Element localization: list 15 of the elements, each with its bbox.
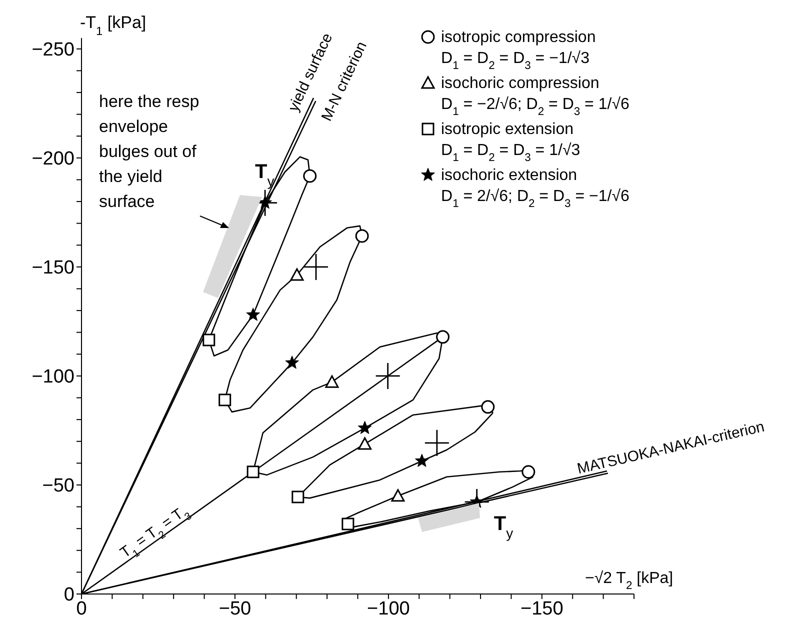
- x-axis-title: −√2 T$_{2}$ [kPa]: [585, 570, 674, 592]
- x-tick-label: −50: [218, 598, 252, 620]
- x-tick-label: −150: [520, 598, 564, 620]
- y-tick-label: −200: [32, 148, 74, 170]
- legend-label: isochoric extension D$_{1}$ = 2/√6; D$_{2}$ = D$_{3}$ = −1/√6: [441, 167, 630, 210]
- y-tick-label: −50: [42, 476, 74, 497]
- x-tick-label: −100: [367, 598, 410, 620]
- y-tick-label: −100: [32, 366, 74, 388]
- y-tick-label: −250: [32, 40, 74, 61]
- annotation: T$_{y}$: [494, 512, 514, 541]
- y-tick-label: −150: [32, 258, 74, 279]
- y-axis-title: -T$_{1}$ [kPa]: [80, 13, 146, 38]
- annotation: T$_{y}$: [255, 160, 274, 189]
- annotation: here the resp envelope bulges out of the yield surface: [99, 92, 200, 211]
- y-tick-label: 0: [64, 584, 74, 606]
